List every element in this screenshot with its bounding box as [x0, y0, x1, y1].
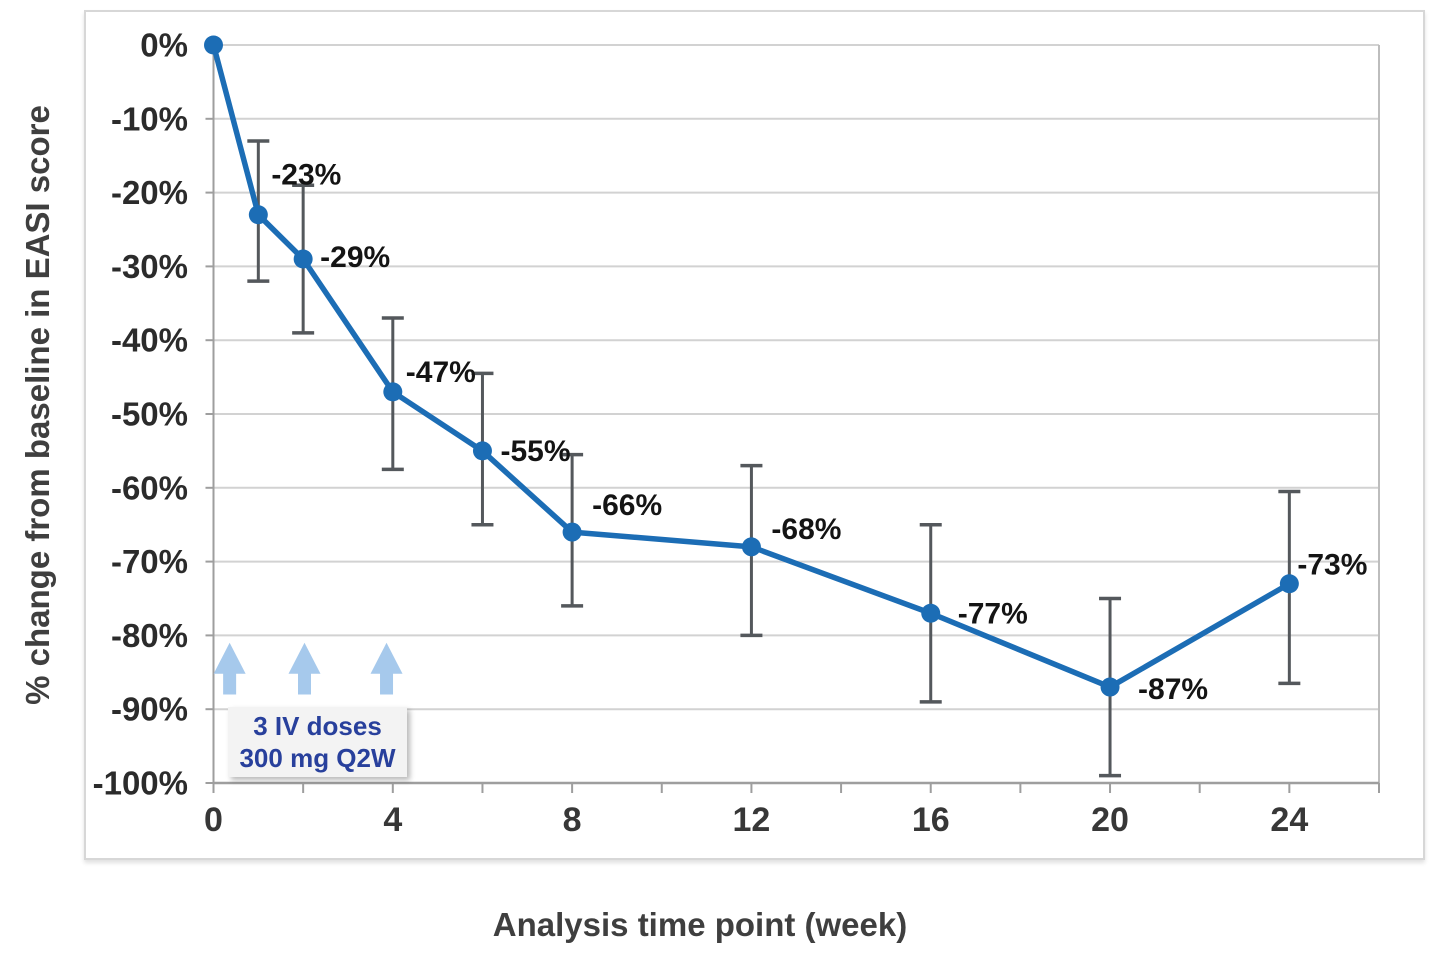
x-tick-label: 8: [563, 801, 582, 839]
dose-annotation-line2: 300 mg Q2W: [239, 743, 396, 773]
data-point-label: -77%: [958, 597, 1028, 630]
data-point: [921, 603, 941, 623]
dose-arrow-icon: [288, 642, 321, 695]
data-point: [741, 537, 761, 557]
y-tick-label: -40%: [111, 322, 188, 359]
x-tick-label: 20: [1091, 801, 1129, 839]
dose-arrow-icon: [213, 642, 246, 695]
data-point: [248, 205, 268, 225]
data-point: [1100, 677, 1120, 697]
y-tick-label: -100%: [93, 765, 188, 802]
dose-annotation-box: 3 IV doses 300 mg Q2W: [228, 707, 407, 777]
data-point-label: -87%: [1138, 673, 1208, 706]
data-point-label: -68%: [771, 513, 841, 546]
data-point-label: -66%: [592, 489, 662, 522]
data-point: [383, 382, 403, 402]
x-tick-label: 16: [912, 801, 950, 839]
data-point-label: -23%: [271, 159, 341, 192]
y-tick-label: -20%: [111, 174, 188, 211]
data-point: [472, 441, 492, 461]
x-axis-title: Analysis time point (week): [492, 906, 908, 943]
y-tick-label: -10%: [111, 100, 188, 137]
x-tick-label: 0: [204, 801, 223, 839]
dose-annotation-line1: 3 IV doses: [253, 711, 382, 741]
y-tick-label: -60%: [111, 469, 188, 506]
data-point-label: -29%: [320, 241, 390, 274]
series-line: [210, 42, 1293, 690]
data-point-label: -73%: [1297, 549, 1367, 582]
data-point-label: -55%: [500, 435, 570, 468]
x-tick-label: 24: [1270, 801, 1308, 839]
data-point: [293, 249, 313, 269]
y-tick-label: -80%: [111, 617, 188, 654]
x-tick-label: 12: [733, 801, 771, 839]
y-tick-label: -30%: [111, 248, 188, 285]
y-tick-label: 0%: [140, 27, 188, 64]
dose-arrow-icon: [370, 642, 403, 695]
x-tick-label: 4: [383, 801, 402, 839]
y-tick-label: -90%: [111, 691, 188, 728]
data-point: [562, 522, 582, 542]
data-point-label: -47%: [406, 356, 476, 389]
y-axis-title: % change from baseline in EASI score: [19, 105, 56, 705]
data-point: [1279, 574, 1299, 594]
y-tick-label: -50%: [111, 396, 188, 433]
data-point: [204, 35, 223, 55]
y-tick-label: -70%: [111, 543, 188, 580]
